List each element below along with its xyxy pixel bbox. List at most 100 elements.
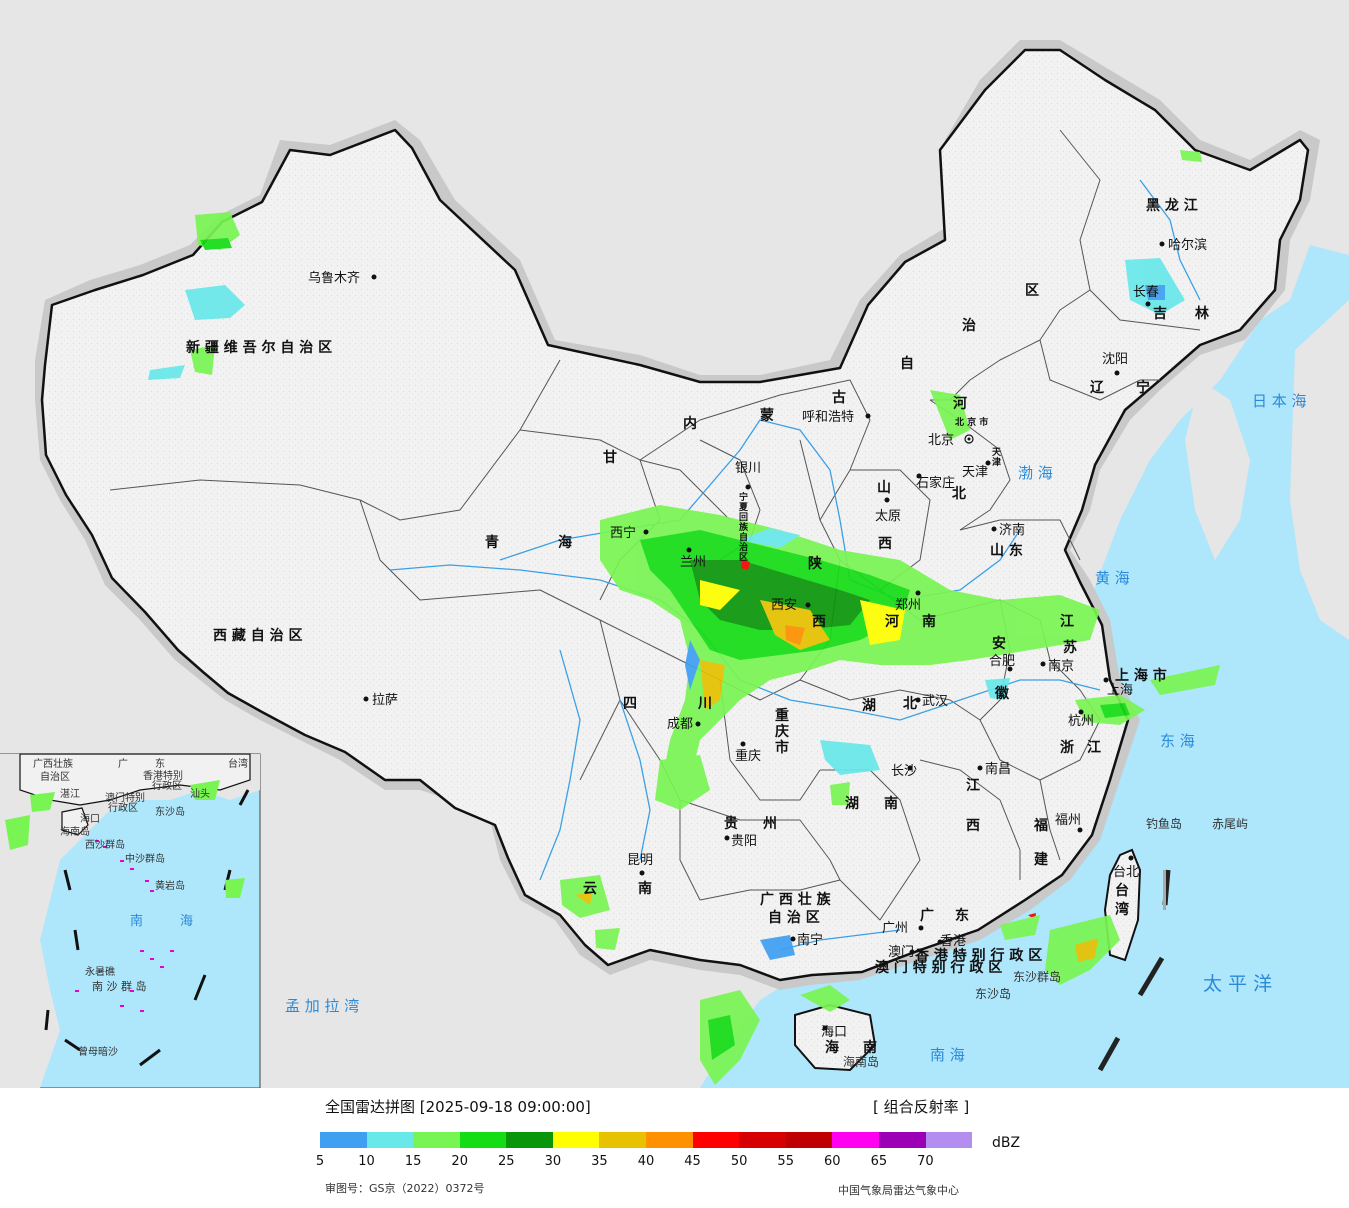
inset-haikou: 海口 [80,812,100,825]
svg-text:长春: 长春 [1133,285,1159,300]
island-chiwei: 赤尾屿 [1212,817,1248,831]
color-ramp [320,1132,973,1148]
island-dongsha: 东沙岛 [975,986,1011,1001]
svg-text:郑州: 郑州 [895,598,921,613]
label-shandong: 山 东 [990,542,1023,559]
inset-shantou: 汕头 [190,788,210,800]
svg-text:南京: 南京 [1048,658,1074,674]
svg-text:海口: 海口 [821,1025,847,1040]
sea-east: 东 海 [1160,732,1195,750]
ramp-tick-label: 10 [358,1154,375,1169]
label-shanghai: 上 海 市 [1115,667,1167,684]
label-nmg-5: 治 [962,317,976,334]
label-hubei-1: 湖 [862,698,876,714]
label-fujian-1: 福 [1033,817,1048,834]
label-guangdong-1: 广 [920,907,934,924]
label-henan-1: 河 [885,613,899,630]
label-zhejiang-2: 江 [1087,739,1101,756]
label-ningxia-2: 夏 [738,502,749,513]
island-dongsha-group: 东沙群岛 [1013,969,1061,984]
ramp-swatch [878,1132,926,1148]
label-liaoning-1: 辽 [1090,380,1105,396]
city-shenyang: 沈阳 [1102,352,1128,376]
svg-text:西宁: 西宁 [610,525,636,541]
svg-text:台北: 台北 [1113,865,1139,880]
label-yunnan-1: 云 [583,881,597,897]
map-approval-number: 审图号：GS京（2022）0372号 [325,1182,485,1195]
sea-yellow: 黄 海 [1095,569,1130,587]
label-gansu: 甘 [603,449,617,466]
city-xian: 西安 [771,598,811,613]
ramp-tick-label: 15 [404,1154,422,1169]
label-hainan-1: 海 [825,1039,839,1056]
ramp-swatch [366,1132,414,1148]
label-xinjiang: 新 疆 维 吾 尔 自 治 区 [186,339,332,356]
city-hefei: 合肥 [989,654,1015,672]
label-hebei-2: 北 [952,486,966,502]
label-jilin-2: 林 [1195,305,1209,322]
inset-taiwan: 台湾 [228,757,248,770]
label-ningxia-7: 区 [739,552,748,563]
label-hongkong-sar: 香 港 特 别 行 政 区 [914,947,1042,964]
label-anhui-1: 安 [992,635,1006,652]
svg-text:哈尔滨: 哈尔滨 [1168,237,1207,253]
label-sichuan-2: 川 [697,696,712,712]
label-zhejiang-1: 浙 [1060,739,1074,756]
city-urumqi: 乌鲁木齐 [308,270,377,286]
ramp-swatch [832,1132,879,1148]
label-hebei-1: 河 [953,395,967,412]
ramp-tick-label: 50 [730,1154,748,1169]
label-ningxia-1: 宁 [739,491,748,503]
svg-text:杭州: 杭州 [1068,714,1094,729]
svg-text:石家庄: 石家庄 [916,475,955,491]
legend-product: [ 组合反射率 ] [873,1098,970,1116]
ramp-swatch [646,1132,693,1148]
inset-macao-2: 行政区 [108,801,138,814]
label-tianjin-1: 天 [992,447,1002,458]
ramp-tick-label: 30 [544,1154,562,1169]
city-wuhan: 武汉 [915,694,948,709]
svg-text:上海: 上海 [1107,683,1133,698]
label-xizang: 西 藏 自 治 区 [213,627,303,644]
label-shanxi-2: 西 [878,536,892,552]
svg-text:银川: 银川 [735,461,761,476]
sea-pacific: 太 平 洋 [1203,973,1272,995]
ramp-tick-label: 70 [917,1154,934,1169]
label-chongqing-1: 重 [775,707,789,724]
label-guangxi-1: 广 西 壮 族 [760,891,832,908]
svg-text:呼和浩特: 呼和浩特 [802,410,854,425]
city-chengdu: 成都 [667,717,701,732]
city-harbin: 哈尔滨 [1159,237,1207,253]
inset-guangxi-1: 广西壮族 [33,757,73,770]
inset-huangyan: 黄岩岛 [155,879,185,892]
label-qinghai-1: 青 [485,534,499,551]
label-guizhou-1: 贵 [724,815,738,832]
sea-bohai: 渤 海 [1018,464,1053,482]
city-yinchuan: 银川 [735,461,761,490]
legend-panel: 全国雷达拼图 [2025-09-18 09:00:00] [ 组合反射率 ] d… [0,1088,1349,1208]
svg-text:南昌: 南昌 [985,761,1011,777]
label-anhui-2: 徽 [994,685,1010,702]
inset-zhanjiang: 湛江 [60,788,80,800]
label-fujian-2: 建 [1034,851,1048,868]
label-liaoning-2: 宁 [1136,379,1150,396]
label-taiwan-2: 湾 [1115,901,1129,918]
color-ramp-ticks: 5 10 15 20 25 30 35 40 45 50 55 60 65 70 [316,1154,972,1172]
svg-text:天津: 天津 [962,465,988,480]
label-henan-2: 南 [922,613,936,630]
sea-bengal: 孟 加 拉 湾 [285,997,359,1015]
label-ningxia-4: 族 [739,521,749,533]
ramp-tick-label: 40 [637,1154,655,1169]
city-hohhot: 呼和浩特 [802,410,871,425]
legend-title: 全国雷达拼图 [2025-09-18 09:00:00] [325,1098,591,1116]
label-guizhou-2: 州 [762,816,777,832]
inset-guangdong-2: 东 [155,757,165,770]
label-shaanxi-1: 陕 [808,555,822,572]
city-tianjin: 天津 [962,460,991,480]
city-fuzhou: 福州 [1055,813,1083,833]
label-hunan-1: 湖 [845,796,859,812]
data-source: 中国气象局雷达气象中心 [838,1184,959,1197]
label-taiwan-1: 台 [1115,882,1129,899]
city-guiyang: 贵阳 [724,834,757,849]
label-jiangsu-2: 苏 [1063,639,1077,656]
